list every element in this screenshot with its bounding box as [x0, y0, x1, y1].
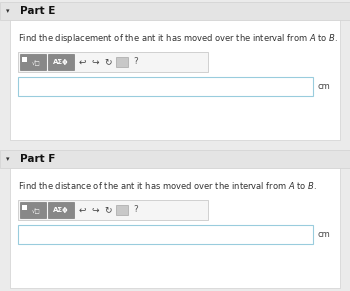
FancyBboxPatch shape [18, 225, 313, 244]
FancyBboxPatch shape [0, 150, 350, 168]
Text: Part F: Part F [20, 154, 55, 164]
Text: ▾: ▾ [6, 156, 10, 162]
FancyBboxPatch shape [10, 20, 340, 140]
Text: ▾: ▾ [6, 8, 10, 14]
Text: √□: √□ [32, 207, 40, 213]
Text: √□: √□ [32, 59, 40, 65]
FancyBboxPatch shape [116, 57, 128, 67]
Text: ↪: ↪ [91, 205, 99, 214]
Text: cm: cm [318, 230, 331, 239]
Text: ↻: ↻ [104, 58, 112, 67]
Text: AΣϕ: AΣϕ [53, 207, 69, 213]
Text: Find the displacement of the ant it has moved over the interval from $\mathit{A}: Find the displacement of the ant it has … [18, 32, 338, 45]
FancyBboxPatch shape [48, 202, 74, 218]
FancyBboxPatch shape [20, 54, 46, 70]
Text: ↩: ↩ [78, 58, 86, 67]
FancyBboxPatch shape [48, 54, 74, 70]
Text: cm: cm [318, 82, 331, 91]
Text: Part E: Part E [20, 6, 55, 16]
FancyBboxPatch shape [18, 200, 208, 220]
FancyBboxPatch shape [116, 205, 128, 215]
Text: ↩: ↩ [78, 205, 86, 214]
Text: AΣϕ: AΣϕ [53, 59, 69, 65]
Text: Find the distance of the ant it has moved over the interval from $\mathit{A}$ to: Find the distance of the ant it has move… [18, 180, 317, 191]
FancyBboxPatch shape [18, 52, 208, 72]
Text: ↪: ↪ [91, 58, 99, 67]
Text: ↻: ↻ [104, 205, 112, 214]
Text: ?: ? [134, 58, 138, 67]
FancyBboxPatch shape [10, 168, 340, 288]
Text: ?: ? [134, 205, 138, 214]
FancyBboxPatch shape [18, 77, 313, 96]
FancyBboxPatch shape [22, 205, 27, 210]
FancyBboxPatch shape [20, 202, 46, 218]
FancyBboxPatch shape [22, 57, 27, 62]
FancyBboxPatch shape [0, 2, 350, 20]
